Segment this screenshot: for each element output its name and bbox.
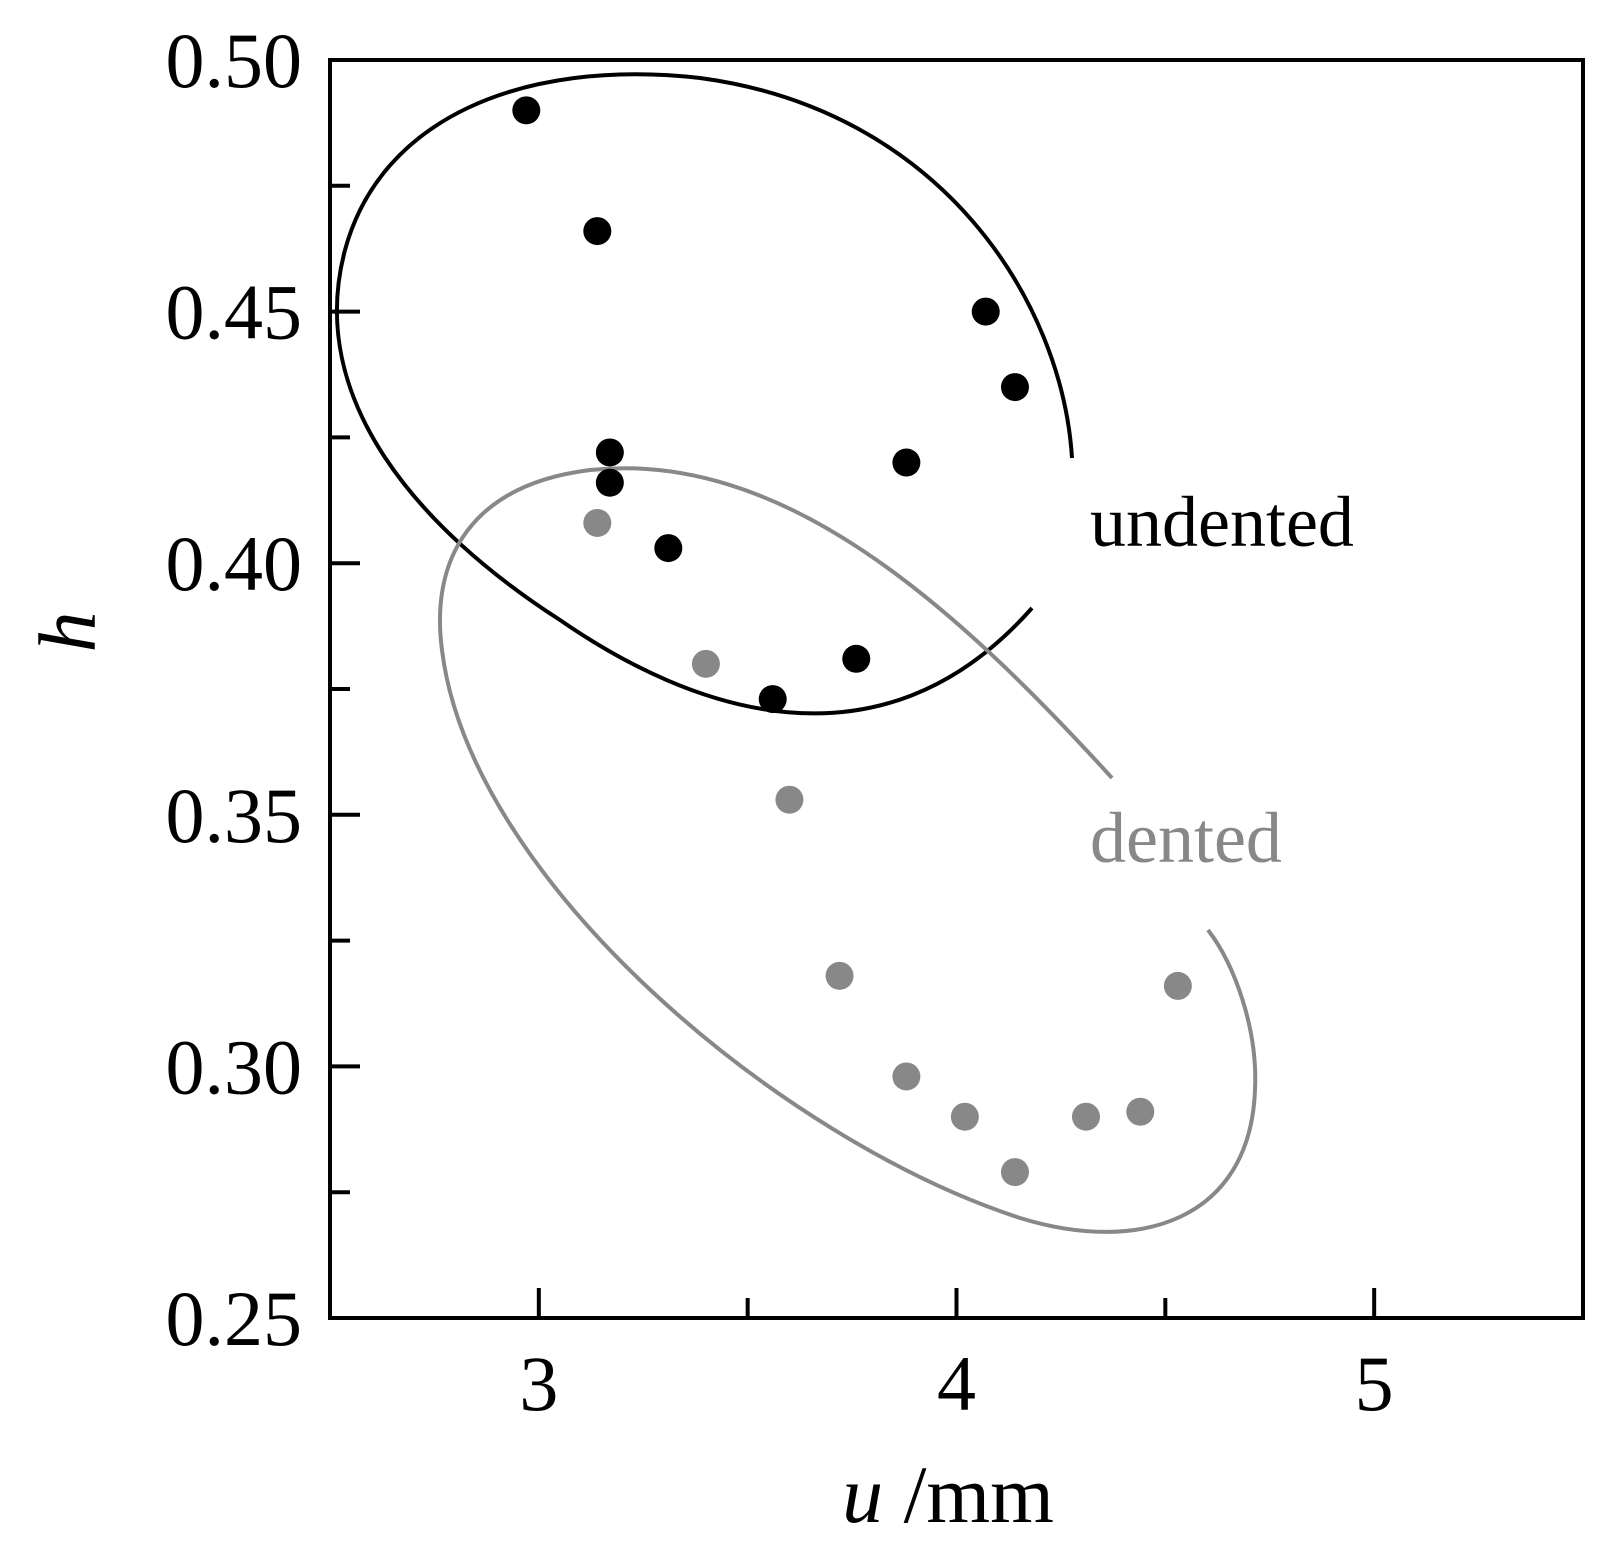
dented-annotation: dented	[1090, 798, 1282, 878]
cluster-ellipses	[334, 72, 1258, 1234]
dented-point	[892, 1062, 921, 1091]
dented-point	[1126, 1097, 1155, 1126]
undented-point	[512, 96, 541, 125]
y-tick-label: 0.25	[166, 1275, 303, 1362]
cluster-annotations: undented dented	[1090, 482, 1354, 878]
x-tick-label: 3	[519, 1340, 558, 1427]
dented-point	[1071, 1102, 1100, 1131]
undented-point	[595, 468, 624, 497]
plot-frame	[328, 58, 1585, 1320]
dented-point	[691, 649, 720, 678]
y-tick-label: 0.50	[166, 17, 303, 104]
undented-point	[595, 438, 624, 467]
undented-cluster-ellipse	[334, 72, 1074, 716]
data-points	[512, 96, 1192, 1187]
undented-point	[1000, 373, 1029, 402]
dented-point	[825, 961, 854, 990]
x-axis-unit: /mm	[883, 1449, 1054, 1540]
dented-point	[583, 508, 612, 537]
dented-point	[950, 1102, 979, 1131]
undented-point	[758, 685, 787, 714]
y-tick-label: 0.35	[166, 772, 303, 859]
undented-point	[842, 644, 871, 673]
undented-point	[892, 448, 921, 477]
axis-ticks	[330, 58, 1377, 1320]
y-tick-label: 0.30	[166, 1023, 303, 1110]
y-tick-label: 0.45	[166, 269, 303, 356]
plot-border	[328, 58, 1585, 1320]
x-tick-label: 5	[1355, 1340, 1394, 1427]
undented-point	[583, 217, 612, 246]
x-tick-label: 4	[937, 1340, 976, 1427]
undented-point	[654, 534, 683, 563]
dented-point	[1163, 971, 1192, 1000]
dented-point	[775, 785, 804, 814]
x-axis-variable: u	[842, 1449, 883, 1540]
y-axis-label: h	[22, 612, 113, 653]
axis-tick-labels: 3 4 5 0.25 0.30 0.35 0.40 0.45 0.50	[166, 17, 1394, 1427]
x-axis-label: u /mm	[842, 1449, 1054, 1540]
undented-annotation: undented	[1090, 482, 1354, 562]
dented-cluster-ellipse	[437, 466, 1258, 1234]
axis-labels: u /mm h	[22, 612, 1054, 1541]
undented-point	[971, 297, 1000, 326]
dented-point	[1000, 1158, 1029, 1187]
y-tick-label: 0.40	[166, 520, 303, 607]
